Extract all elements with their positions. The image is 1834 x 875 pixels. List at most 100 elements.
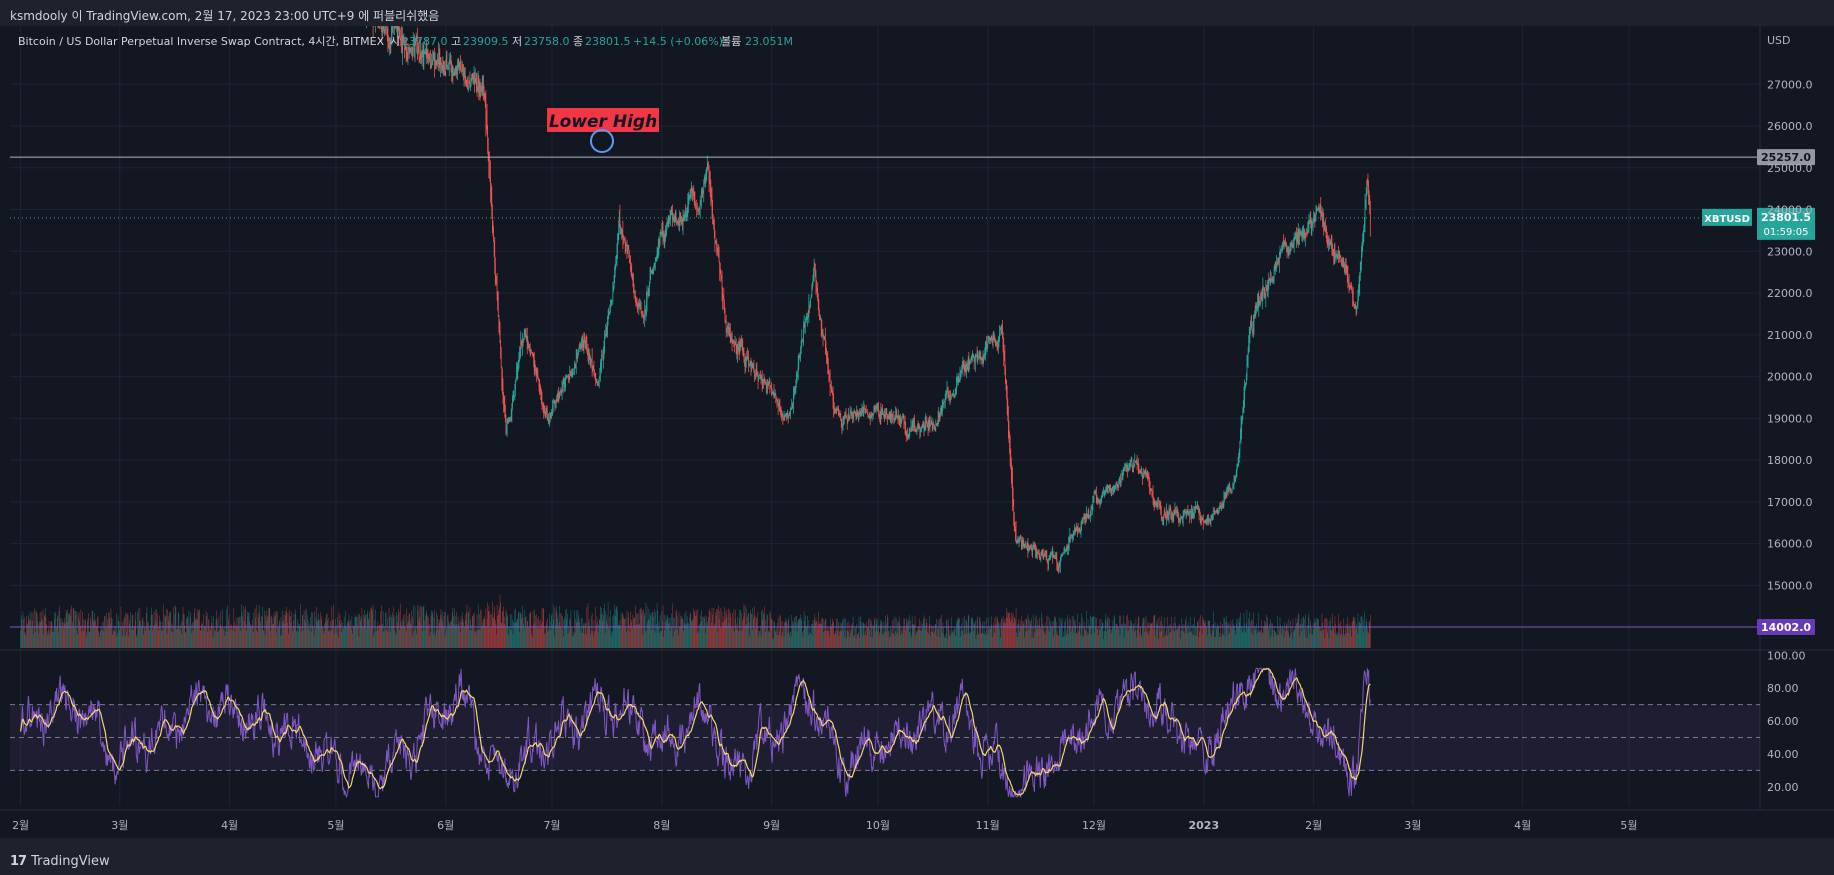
volume-bar xyxy=(296,630,297,648)
volume-bar xyxy=(972,617,973,648)
volume-bar xyxy=(205,611,207,648)
candle-body xyxy=(495,276,497,281)
volume-bar xyxy=(810,632,811,648)
candle-body xyxy=(681,220,683,223)
volume-bar xyxy=(1098,635,1100,648)
volume-bar xyxy=(105,612,107,648)
candle-body xyxy=(372,10,373,19)
volume-bar xyxy=(1237,626,1238,648)
candle-body xyxy=(408,48,409,50)
volume-bar xyxy=(771,619,773,648)
candle-body xyxy=(474,76,475,84)
volume-bar xyxy=(1310,620,1311,648)
volume-bar xyxy=(632,628,633,648)
volume-bar xyxy=(878,635,880,648)
volume-bar xyxy=(476,631,477,648)
candle-body xyxy=(469,80,470,82)
volume-bar xyxy=(1292,638,1293,648)
volume-bar xyxy=(1288,618,1290,648)
volume-bar xyxy=(1148,634,1149,648)
volume-bar xyxy=(24,617,26,648)
volume-bar xyxy=(316,620,318,648)
volume-bar xyxy=(910,620,911,648)
volume-bar xyxy=(441,617,442,648)
volume-bar xyxy=(1257,630,1258,648)
volume-bar xyxy=(1293,629,1295,648)
candle-body xyxy=(438,53,440,60)
candle-body xyxy=(763,379,764,384)
volume-bar xyxy=(914,625,915,648)
volume-bar xyxy=(244,620,245,648)
candle-body xyxy=(767,382,768,386)
volume-bar xyxy=(1360,616,1362,648)
volume-bar xyxy=(851,624,852,648)
volume-bar xyxy=(1121,626,1123,648)
volume-bar xyxy=(356,617,358,648)
volume-bar xyxy=(78,617,79,648)
candle-body xyxy=(613,281,615,289)
volume-bar xyxy=(110,623,111,648)
candlestick-series xyxy=(353,3,1371,574)
volume-bar xyxy=(1120,623,1122,648)
volume-bar xyxy=(820,623,822,648)
candle-body xyxy=(666,222,668,225)
candle-body xyxy=(799,356,801,358)
volume-bar xyxy=(167,616,169,648)
candle-body xyxy=(567,376,568,378)
volume-bar xyxy=(1308,613,1310,648)
volume-bar xyxy=(148,621,150,648)
volume-bar xyxy=(280,617,282,648)
volume-bar xyxy=(477,604,479,648)
volume-bar xyxy=(368,618,370,648)
volume-bar xyxy=(348,620,349,648)
volume-bar xyxy=(127,613,128,648)
volume-bar xyxy=(850,632,852,648)
volume-bar xyxy=(270,630,271,648)
volume-bar xyxy=(259,612,261,648)
volume-bar xyxy=(346,623,348,648)
volume-bar xyxy=(505,626,506,648)
volume-bar xyxy=(75,611,76,648)
candle-body xyxy=(571,372,572,375)
volume-bar xyxy=(1308,617,1309,648)
volume-bar xyxy=(1114,615,1115,648)
volume-bar xyxy=(699,624,700,648)
volume-bar xyxy=(813,627,814,648)
volume-bar xyxy=(22,626,23,648)
volume-bar xyxy=(693,608,695,648)
volume-bar xyxy=(639,609,641,648)
volume-bar xyxy=(1172,630,1174,648)
volume-bar xyxy=(636,612,637,648)
candle-body xyxy=(709,181,711,187)
candle-body xyxy=(808,305,810,315)
candle-body xyxy=(505,415,506,422)
candle-body xyxy=(714,225,715,232)
volume-bar xyxy=(1065,633,1067,648)
candle-body xyxy=(578,349,579,353)
volume-bar xyxy=(847,630,849,648)
candle-body xyxy=(412,45,414,54)
volume-bar xyxy=(109,618,111,648)
volume-bar xyxy=(57,615,59,648)
volume-bar xyxy=(221,627,223,648)
volume-bar xyxy=(500,622,502,648)
volume-bar xyxy=(795,616,797,648)
volume-bar xyxy=(283,620,284,648)
candle-body xyxy=(353,4,354,9)
volume-bar xyxy=(1057,635,1059,648)
volume-bar xyxy=(725,612,726,648)
volume-bar xyxy=(880,624,882,648)
volume-bar xyxy=(1339,623,1340,648)
volume-bar xyxy=(52,631,53,648)
volume-bar xyxy=(1271,623,1273,648)
volume-bar xyxy=(1078,622,1080,648)
volume-bar xyxy=(826,630,828,648)
candle-body xyxy=(493,241,495,250)
candle-body xyxy=(364,3,365,7)
volume-bar xyxy=(520,612,522,648)
volume-bar xyxy=(1140,634,1142,648)
candle-body xyxy=(747,357,749,359)
volume-bar xyxy=(1259,631,1260,648)
volume-bar xyxy=(1032,614,1034,648)
